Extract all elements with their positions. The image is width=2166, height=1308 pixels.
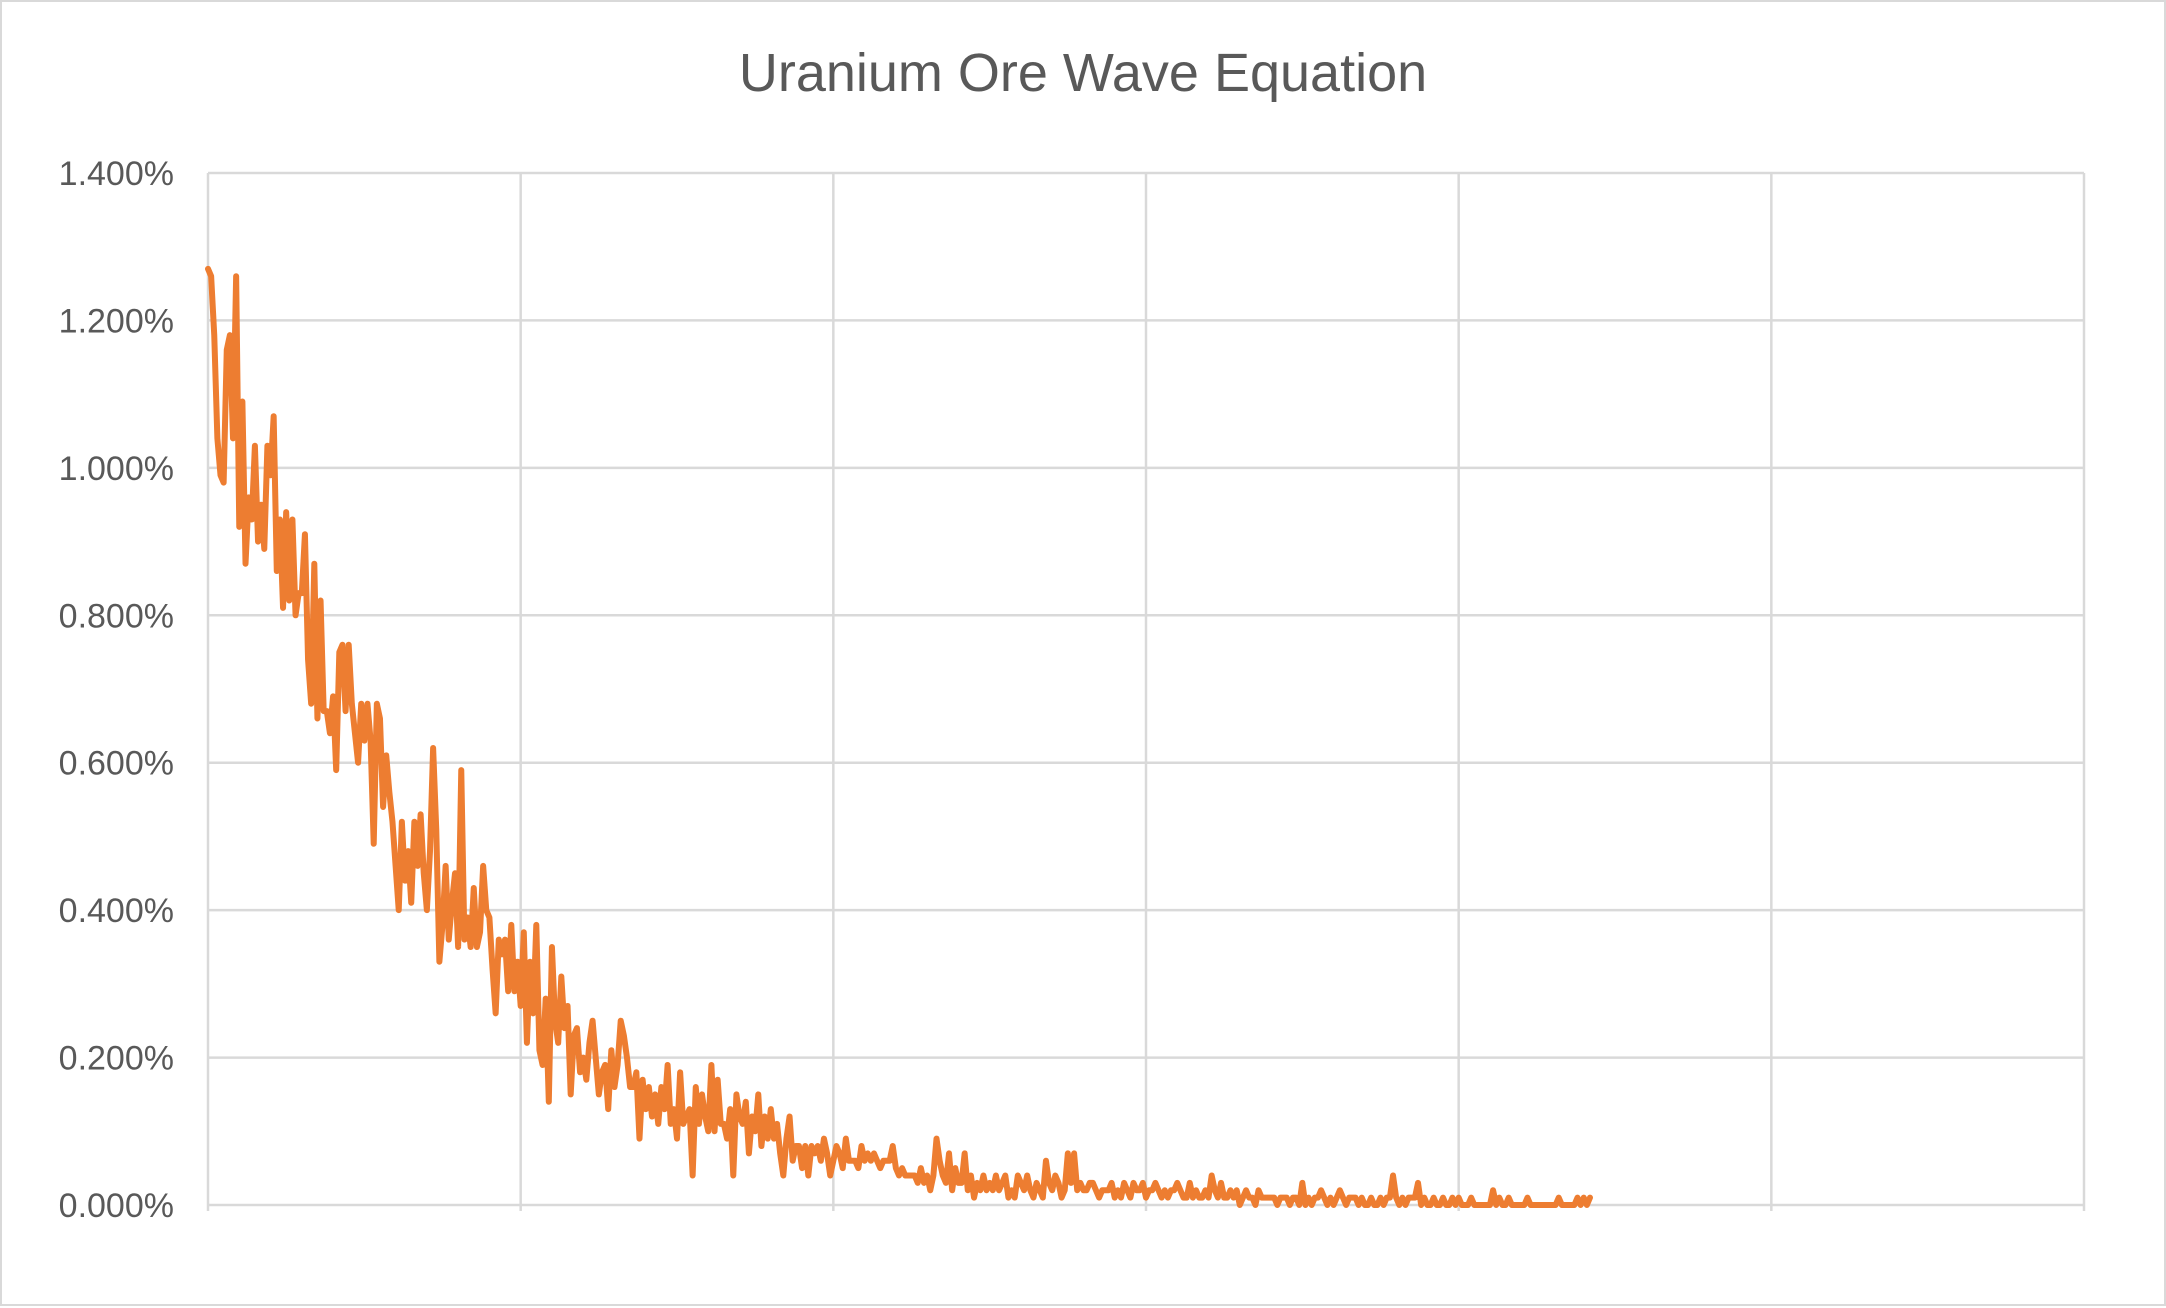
chart-title: Uranium Ore Wave Equation — [738, 43, 1428, 103]
y-tick-label: 0.200% — [59, 1040, 174, 1078]
y-tick-label: 0.000% — [59, 1187, 174, 1225]
y-tick-label: 0.400% — [59, 892, 174, 930]
y-tick-label: 1.200% — [59, 302, 174, 340]
y-tick-label: 0.800% — [59, 597, 174, 635]
y-tick-label: 1.000% — [59, 450, 174, 488]
y-tick-label: 0.600% — [59, 745, 174, 783]
series-line-0 — [205, 265, 1593, 1208]
y-tick-label: 1.400% — [59, 155, 174, 193]
